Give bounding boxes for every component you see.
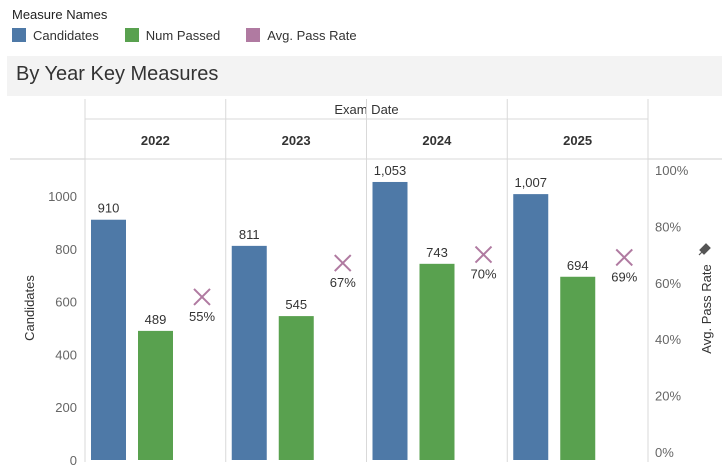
page-title: By Year Key Measures bbox=[16, 63, 219, 85]
year-header-2025: 2025 bbox=[563, 133, 592, 148]
y-tick-label: 0 bbox=[70, 453, 77, 468]
bar-label-candidates-2023: 811 bbox=[239, 227, 260, 242]
pass-rate-label-2025: 69% bbox=[611, 269, 637, 284]
legend-swatch-num-passed bbox=[124, 28, 139, 42]
bar-label-num-passed-2023: 545 bbox=[285, 297, 307, 312]
bar-candidates-2025 bbox=[513, 194, 549, 460]
y2-tick-label: 80% bbox=[655, 219, 681, 234]
legend-label-candidates: Candidates bbox=[33, 27, 99, 43]
pin-icon bbox=[698, 243, 711, 256]
legend-item-avg-pass-rate[interactable]: Avg. Pass Rate bbox=[246, 27, 357, 43]
bar-num-passed-2022 bbox=[138, 330, 173, 460]
bar-label-num-passed-2024: 743 bbox=[426, 245, 448, 260]
bar-candidates-2024 bbox=[372, 181, 408, 460]
y2-axis-title: Avg. Pass Rate bbox=[699, 264, 714, 353]
bar-candidates-2023 bbox=[231, 245, 267, 460]
legend-label-avg-pass-rate: Avg. Pass Rate bbox=[267, 27, 357, 43]
y2-tick-label: 20% bbox=[655, 389, 681, 404]
bar-label-candidates-2024: 1,053 bbox=[374, 163, 407, 178]
bar-candidates-2022 bbox=[91, 219, 126, 460]
legend-title: Measure Names bbox=[12, 7, 108, 22]
bar-label-num-passed-2025: 694 bbox=[567, 258, 589, 273]
bar-label-candidates-2025: 1,007 bbox=[514, 175, 547, 190]
bar-num-passed-2024 bbox=[419, 263, 455, 460]
pass-rate-mark-2025 bbox=[615, 248, 633, 267]
legend-item-candidates[interactable]: Candidates bbox=[12, 28, 99, 43]
y2-tick-label: 60% bbox=[655, 276, 681, 291]
pass-rate-label-2022: 55% bbox=[189, 309, 215, 324]
pass-rate-label-2024: 70% bbox=[470, 267, 496, 282]
year-header-2022: 2022 bbox=[141, 133, 170, 148]
bar-num-passed-2025 bbox=[560, 276, 596, 460]
legend-label-num-passed: Num Passed bbox=[145, 27, 221, 43]
title-bar: By Year Key Measures bbox=[7, 56, 722, 96]
y2-tick-label: 40% bbox=[655, 332, 681, 347]
legend-swatch-avg-pass-rate bbox=[246, 28, 261, 42]
pass-rate-mark-2022 bbox=[193, 288, 211, 306]
y-tick-label: 200 bbox=[55, 400, 77, 415]
y2-tick-label: 0% bbox=[655, 445, 674, 460]
legend-item-num-passed[interactable]: Num Passed bbox=[124, 27, 221, 43]
y-axis-title: Candidates bbox=[22, 275, 37, 341]
year-header-2023: 2023 bbox=[282, 133, 311, 148]
y-tick-label: 400 bbox=[55, 347, 77, 362]
bar-label-num-passed-2022: 489 bbox=[145, 312, 167, 327]
bar-label-candidates-2022: 910 bbox=[98, 201, 120, 216]
bar-num-passed-2023 bbox=[278, 316, 314, 460]
pass-rate-mark-2023 bbox=[334, 254, 352, 272]
pass-rate-mark-2024 bbox=[474, 245, 493, 264]
legend-swatch-candidates bbox=[12, 28, 26, 42]
legend-items: Candidates Num Passed Avg. Pass Rate bbox=[12, 25, 383, 45]
pass-rate-label-2023: 67% bbox=[330, 275, 356, 290]
year-header-2024: 2024 bbox=[422, 133, 452, 148]
y-tick-label: 800 bbox=[55, 242, 77, 257]
legend: Measure Names Candidates Num Passed Avg.… bbox=[12, 6, 383, 45]
y-tick-label: 1000 bbox=[48, 189, 77, 204]
y-tick-label: 600 bbox=[55, 295, 77, 310]
y2-tick-label: 100% bbox=[655, 163, 689, 178]
